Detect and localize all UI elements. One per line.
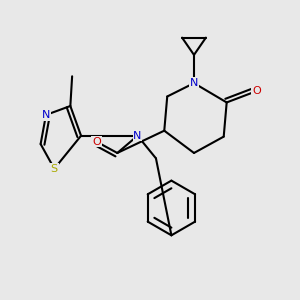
Text: O: O xyxy=(92,137,101,147)
Text: N: N xyxy=(190,78,198,88)
Text: O: O xyxy=(252,86,261,96)
Text: N: N xyxy=(133,131,142,141)
Text: N: N xyxy=(42,110,50,120)
Text: S: S xyxy=(51,164,58,174)
